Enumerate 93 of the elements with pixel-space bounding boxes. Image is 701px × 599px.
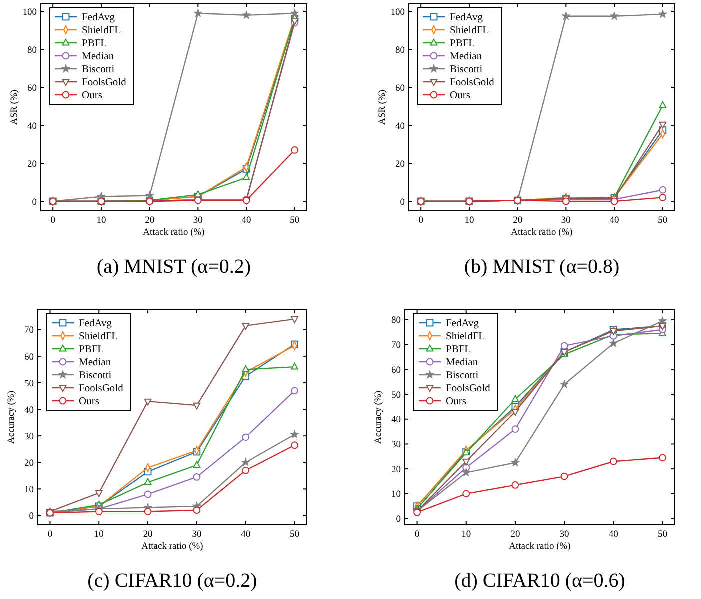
y-tick-label: 80	[396, 46, 406, 56]
legend-label: FedAvg	[79, 318, 113, 330]
y-tick-label: 40	[392, 416, 402, 426]
y-tick-label: 60	[396, 84, 406, 94]
x-tick-label: 40	[610, 216, 620, 226]
legend-label: PBFL	[82, 38, 108, 50]
y-tick-label: 100	[22, 8, 38, 18]
legend-label: Biscotti	[446, 370, 479, 382]
legend-label: Ours	[79, 396, 100, 408]
legend-label: FedAvg	[450, 12, 484, 24]
x-tick-label: 30	[561, 216, 572, 226]
x-axis-title: Attack ratio (%)	[509, 542, 571, 552]
y-tick-label: 40	[24, 406, 34, 416]
legend-label: PBFL	[446, 344, 472, 356]
y-tick-label: 10	[392, 490, 402, 500]
legend-label: Biscotti	[450, 64, 483, 76]
x-tick-label: 10	[462, 530, 472, 540]
y-tick-label: 40	[28, 122, 38, 132]
y-tick-label: 70	[24, 326, 34, 336]
x-axis-title: Attack ratio (%)	[511, 228, 573, 238]
legend-label: Biscotti	[82, 64, 115, 76]
y-tick-label: 0	[396, 515, 402, 526]
y-tick-label: 50	[392, 390, 402, 401]
legend-label: Ours	[82, 90, 102, 102]
legend-label: Median	[446, 358, 479, 368]
y-axis-title: ASR (%)	[378, 90, 388, 126]
x-tick-label: 50	[658, 216, 668, 226]
y-tick-label: 80	[392, 316, 402, 326]
x-tick-label: 0	[414, 530, 420, 540]
x-tick-label: 20	[143, 530, 154, 540]
y-tick-label: 60	[392, 366, 402, 376]
x-tick-label: 20	[513, 216, 523, 226]
legend-label: FoolsGold	[446, 384, 492, 394]
y-tick-label: 0	[400, 198, 406, 208]
x-tick-label: 10	[94, 530, 104, 540]
y-axis-title: ASR (%)	[10, 90, 20, 126]
y-tick-label: 80	[28, 46, 38, 56]
x-tick-label: 50	[290, 216, 300, 226]
text: (d) CIFAR10 (α=0.6)	[454, 570, 626, 592]
legend-label: FedAvg	[446, 318, 480, 330]
legend-label: FoolsGold	[450, 78, 496, 88]
x-tick-label: 0	[50, 216, 56, 226]
y-tick-label: 20	[28, 160, 38, 170]
y-tick-label: 60	[28, 84, 38, 94]
legend-label: Median	[450, 52, 483, 62]
y-axis-title: Accuracy (%)	[7, 390, 17, 444]
x-tick-label: 50	[658, 530, 668, 540]
y-tick-label: 50	[24, 379, 34, 390]
x-tick-label: 40	[242, 216, 252, 226]
text: (c) CIFAR10 (α=0.2)	[88, 570, 258, 592]
y-axis-title: Accuracy (%)	[374, 390, 384, 444]
x-tick-label: 30	[193, 216, 204, 226]
x-tick-label: 10	[96, 216, 106, 226]
x-tick-label: 40	[608, 530, 619, 540]
legend-label: PBFL	[79, 344, 104, 356]
legend-label: PBFL	[450, 38, 476, 50]
y-tick-label: 30	[392, 440, 402, 451]
legend-label: Median	[79, 358, 112, 368]
x-tick-label: 0	[48, 530, 53, 540]
y-tick-label: 0	[29, 512, 34, 522]
legend-label: ShieldFL	[450, 26, 490, 36]
x-tick-label: 20	[510, 530, 520, 540]
x-tick-label: 0	[418, 216, 424, 226]
y-tick-label: 0	[32, 198, 38, 208]
text: (a) MNIST (α=0.2)	[96, 256, 252, 278]
x-axis-title: Attack ratio (%)	[143, 228, 205, 238]
x-tick-label: 40	[241, 530, 251, 540]
x-tick-label: 50	[290, 530, 300, 540]
y-tick-label: 20	[24, 458, 34, 469]
legend-label: ShieldFL	[82, 26, 122, 36]
x-tick-label: 30	[560, 530, 570, 540]
x-axis-title: Attack ratio (%)	[142, 542, 204, 552]
x-tick-label: 20	[145, 216, 155, 226]
legend-label: FedAvg	[82, 12, 116, 24]
y-tick-label: 100	[390, 8, 406, 18]
y-tick-label: 10	[24, 485, 34, 496]
x-tick-label: 30	[192, 530, 202, 540]
legend-label: Ours	[450, 90, 470, 102]
legend-label: Median	[82, 52, 115, 62]
y-tick-label: 20	[396, 160, 406, 170]
legend-label: FoolsGold	[79, 384, 124, 394]
legend-label: Ours	[446, 396, 466, 408]
y-tick-label: 60	[24, 352, 34, 363]
y-tick-label: 40	[396, 122, 406, 132]
legend-label: FoolsGold	[82, 78, 128, 88]
legend-label: ShieldFL	[446, 332, 486, 342]
y-tick-label: 70	[392, 341, 402, 352]
x-tick-label: 10	[464, 216, 474, 226]
legend-label: ShieldFL	[79, 332, 118, 342]
legend-label: Biscotti	[79, 370, 112, 382]
y-tick-label: 30	[24, 432, 34, 442]
text: (b) MNIST (α=0.8)	[464, 256, 620, 278]
y-tick-label: 20	[392, 465, 402, 476]
